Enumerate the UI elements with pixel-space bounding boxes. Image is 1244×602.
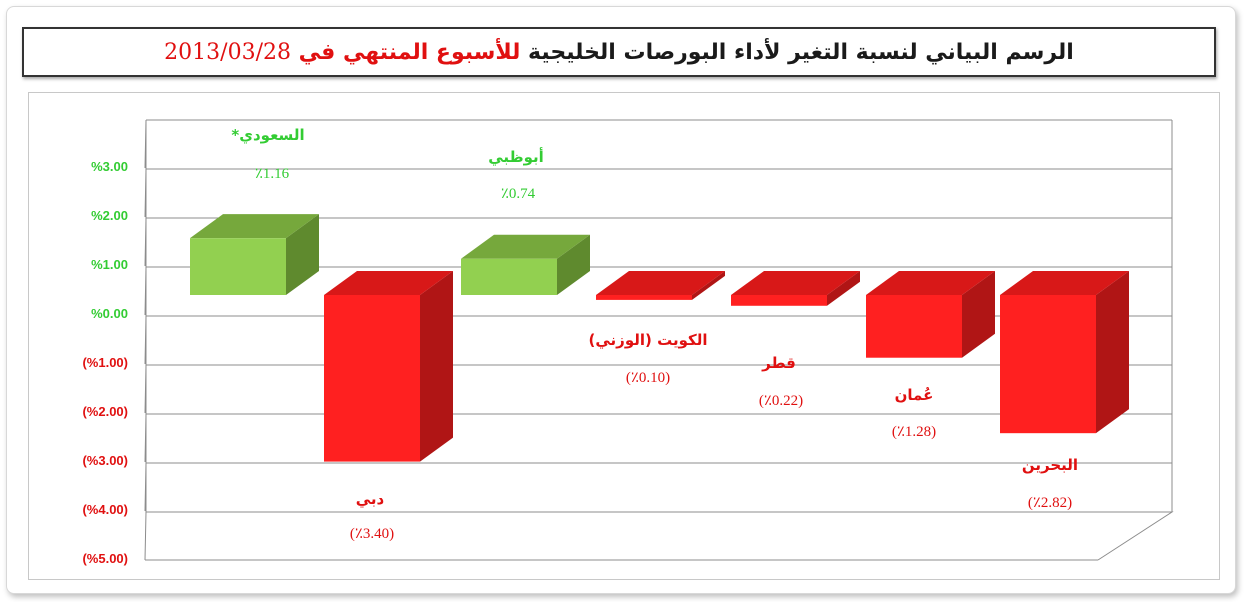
y-tick-label: (%1.00): [82, 355, 128, 370]
y-tick-label: %2.00: [91, 208, 128, 223]
category-label: السعودي*: [231, 126, 304, 145]
category-label: عُمان: [895, 386, 934, 404]
y-tick-label: (%4.00): [82, 502, 128, 517]
bar-side: [286, 214, 319, 295]
bar-top: [1000, 271, 1129, 295]
bar-top: [731, 271, 860, 295]
category-label: الكويت (الوزني): [589, 331, 708, 349]
bar-top: [461, 234, 590, 259]
data-label: ٪1.16: [255, 166, 290, 182]
bar-side: [1096, 271, 1129, 434]
bar-side: [962, 271, 995, 358]
y-tick-label: (%2.00): [82, 404, 128, 419]
category-label: أبوظبي: [488, 147, 544, 166]
data-label: (٪3.40): [350, 526, 394, 542]
y-tick-label: (%3.00): [82, 453, 128, 468]
y-tick-label: %1.00: [91, 257, 128, 272]
y-tick-label: (%5.00): [82, 551, 128, 566]
bar-front: [731, 295, 827, 306]
data-label: (٪2.82): [1028, 495, 1072, 511]
title-week: للأسبوع المنتهي في: [298, 39, 521, 65]
floor-edge: [146, 511, 1174, 561]
y-tick-label: %0.00: [91, 306, 128, 321]
bar-side: [420, 271, 453, 462]
category-label: دبي: [356, 490, 385, 508]
bar-top: [596, 271, 725, 295]
bar-side: [557, 234, 590, 295]
bar-front: [1000, 295, 1096, 434]
category-label: قطر: [761, 354, 796, 372]
title-main: الرسم البياني لنسبة التغير لأداء البورصا…: [528, 39, 1074, 65]
data-label: (٪0.22): [759, 393, 803, 409]
bar-front: [596, 295, 692, 300]
data-label: ٪0.74: [501, 186, 536, 202]
y-tick-label: %3.00: [91, 159, 128, 174]
title-date: 2013/03/28: [164, 39, 291, 65]
chart-title: الرسم البياني لنسبة التغير لأداء البورصا…: [22, 27, 1216, 77]
bar-top: [190, 214, 319, 239]
bar-side: [827, 271, 860, 306]
bar-front: [461, 258, 557, 295]
bar-front: [866, 295, 962, 358]
bar-front: [190, 238, 286, 295]
bar-top: [866, 271, 995, 295]
data-label: (٪0.10): [626, 370, 670, 386]
category-label: البحرين: [1022, 456, 1078, 474]
data-label: (٪1.28): [892, 424, 936, 440]
gridline-depth: [144, 511, 147, 561]
bar-side: [692, 271, 725, 300]
bar-front: [324, 295, 420, 462]
bar-top: [324, 271, 453, 295]
